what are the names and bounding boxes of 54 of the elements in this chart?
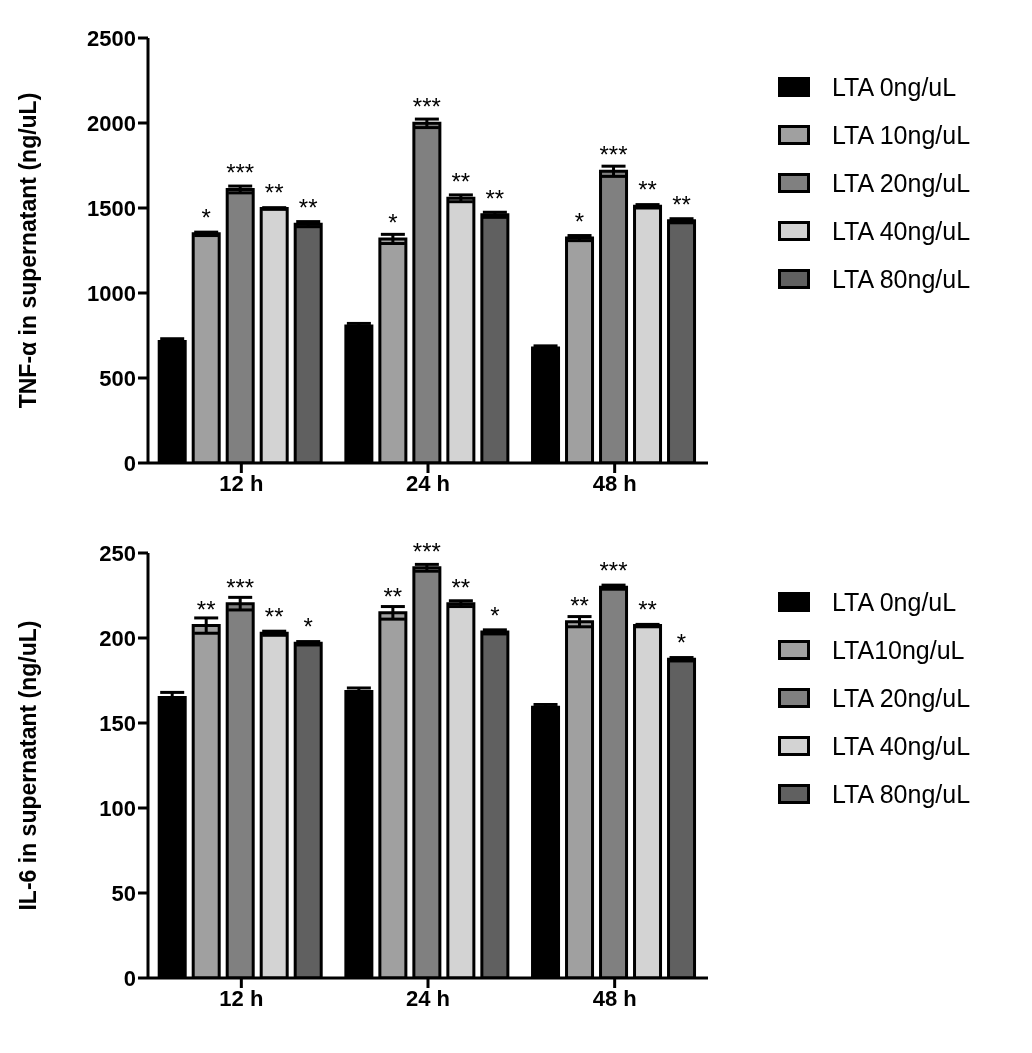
y-tick-label: 500 — [99, 365, 136, 391]
data-label: *** — [226, 573, 255, 601]
data-label: ** — [196, 595, 216, 623]
data-label: ** — [485, 184, 505, 212]
data-label: ** — [383, 582, 403, 610]
data-label: *** — [599, 141, 628, 169]
data-label: * — [574, 208, 585, 236]
y-tick-label: 1000 — [87, 280, 136, 306]
data-label: ** — [638, 176, 657, 204]
data-label: *** — [412, 537, 441, 565]
legend-label: LTA 80ng/uL — [832, 779, 971, 809]
data-label: * — [490, 601, 500, 629]
legend-label: LTA 20ng/uL — [832, 683, 971, 713]
data-label: ** — [451, 168, 471, 196]
legend-label: LTA 80ng/uL — [832, 264, 971, 294]
y-tick-label: 0 — [123, 450, 136, 476]
y-tick-label: 100 — [99, 795, 136, 821]
legend-label: LTA 20ng/uL — [832, 168, 971, 198]
y-tick-label: 50 — [111, 880, 136, 906]
legend-label: LTA10ng/uL — [832, 635, 965, 665]
y-tick-label: 150 — [99, 710, 136, 736]
data-label: *** — [412, 93, 441, 121]
x-tick-label: 48 h — [592, 470, 637, 496]
data-label: ** — [638, 595, 657, 623]
legend-label: LTA 40ng/uL — [832, 216, 971, 246]
data-label: *** — [599, 557, 628, 585]
x-tick-label: 12 h — [219, 470, 264, 496]
y-axis-title: IL-6 in supernatant (ng/uL) — [15, 620, 42, 911]
data-label: ** — [672, 190, 691, 218]
data-label: * — [201, 203, 211, 231]
y-tick-label: 200 — [99, 625, 136, 651]
legend-label: LTA 10ng/uL — [832, 120, 971, 150]
x-tick-label: 24 h — [405, 985, 451, 1011]
x-tick-label: 12 h — [219, 985, 264, 1011]
data-label: ** — [298, 194, 318, 222]
y-axis-title: TNF-α in supernatant (ng/uL) — [15, 92, 42, 409]
data-label: ** — [264, 603, 284, 631]
y-tick-label: 1500 — [87, 195, 136, 221]
data-label: * — [676, 629, 687, 657]
data-label: ** — [451, 573, 471, 601]
legend-label: LTA 0ng/uL — [832, 72, 957, 102]
data-label: * — [388, 208, 398, 236]
data-label: ** — [570, 591, 589, 619]
legend-label: LTA 0ng/uL — [832, 587, 957, 617]
data-label: ** — [264, 178, 284, 206]
y-tick-label: 2000 — [87, 110, 136, 136]
y-tick-label: 2500 — [87, 25, 136, 51]
legend-label: LTA 40ng/uL — [832, 731, 971, 761]
x-tick-label: 24 h — [405, 470, 451, 496]
x-tick-label: 48 h — [592, 985, 637, 1011]
y-tick-label: 0 — [123, 965, 136, 991]
data-label: *** — [226, 159, 255, 187]
y-tick-label: 250 — [99, 540, 136, 566]
data-label: * — [303, 613, 313, 641]
